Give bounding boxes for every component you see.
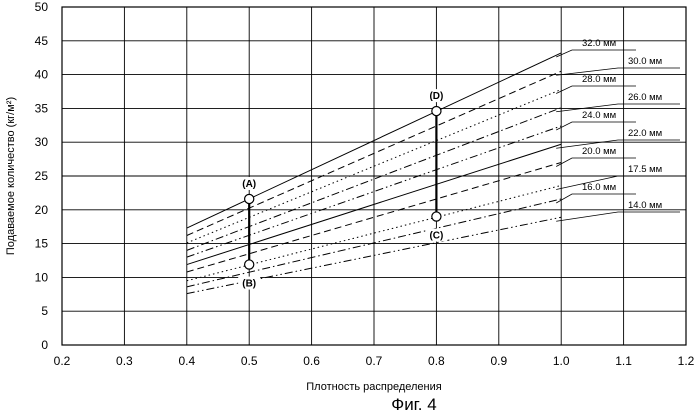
series-label: 26.0 мм — [628, 92, 662, 103]
y-tick-labels: 0 5 10 15 20 25 30 35 40 45 50 — [35, 0, 49, 352]
series-leader-line — [556, 175, 680, 190]
series-line — [186, 198, 562, 288]
series-leader-line — [556, 211, 680, 222]
point-marker — [431, 211, 442, 222]
series-leader-line — [556, 193, 636, 204]
point-label-backdrop — [238, 176, 261, 190]
x-tick-label: 0.2 — [54, 354, 71, 368]
x-tick-label: 0.4 — [178, 354, 195, 368]
point-marker — [431, 105, 442, 117]
series-label: 32.0 мм — [582, 38, 616, 49]
x-tick-label: 0.8 — [428, 354, 445, 368]
x-tick-label: 1.1 — [615, 354, 632, 368]
series-label-leaders — [556, 49, 680, 222]
marked-points: (A) (B) (D) (C) — [238, 89, 448, 290]
x-tick-label: 1.0 — [553, 354, 570, 368]
y-tick-label: 5 — [41, 304, 48, 318]
point-label-backdrop — [425, 89, 448, 103]
point-label: (D) — [429, 91, 443, 102]
series-leader-line — [556, 157, 636, 167]
y-tick-label: 20 — [35, 203, 49, 217]
series-label: 16.0 мм — [582, 182, 616, 193]
series-label: 24.0 мм — [582, 110, 616, 121]
range-bars — [248, 111, 438, 265]
point-label-backdrop — [425, 228, 448, 242]
series-label: 30.0 мм — [628, 56, 662, 67]
y-tick-label: 25 — [35, 169, 49, 183]
series-label: 22.0 мм — [628, 128, 662, 139]
point-label-backdrop — [238, 276, 261, 290]
y-tick-label: 40 — [35, 68, 49, 82]
y-tick-label: 0 — [41, 338, 48, 352]
point-label: (A) — [242, 179, 256, 190]
grid — [61, 6, 687, 346]
y-tick-label: 35 — [35, 101, 49, 115]
y-tick-label: 30 — [35, 135, 49, 149]
x-tick-label: 1.2 — [678, 354, 695, 368]
y-tick-label: 15 — [35, 237, 49, 251]
x-tick-label: 0.6 — [303, 354, 320, 368]
y-tick-label: 50 — [35, 0, 49, 14]
y-tick-label: 10 — [35, 270, 49, 284]
plot-frame — [61, 6, 687, 346]
point-label: (B) — [242, 279, 256, 290]
x-tick-label: 0.9 — [490, 354, 507, 368]
point-label: (C) — [429, 231, 443, 242]
x-tick-label: 0.7 — [366, 354, 383, 368]
series-leader-line — [556, 49, 636, 58]
series-line — [186, 162, 562, 273]
figure-caption: Фиг. 4 — [391, 395, 436, 414]
series-leader-line — [556, 139, 680, 149]
point-marker — [243, 193, 255, 205]
x-tick-label: 0.5 — [241, 354, 258, 368]
series-leader-line — [556, 121, 636, 131]
x-tick-labels: 0.2 0.3 0.4 0.5 0.6 0.7 0.8 0.9 1.0 1.1 1.2 — [54, 354, 695, 368]
series-label: 28.0 мм — [582, 74, 616, 85]
series-label: 17.5 мм — [628, 164, 662, 175]
x-axis-label: Плотность распределения — [306, 381, 441, 393]
series-label: 14.0 мм — [628, 200, 662, 211]
series-leader-line — [556, 67, 680, 76]
y-tick-label: 45 — [35, 34, 49, 48]
series-label: 20.0 мм — [582, 146, 616, 157]
series-leader-line — [556, 85, 636, 94]
series-labels: 32.0 мм 30.0 мм 28.0 мм 26.0 мм 24.0 мм 22.0 … — [582, 38, 662, 211]
x-tick-label: 0.3 — [116, 354, 133, 368]
point-marker — [243, 259, 255, 270]
y-axis-label: Подаваемое количество (кг/м²) — [5, 97, 17, 255]
series-leader-line — [556, 103, 680, 113]
